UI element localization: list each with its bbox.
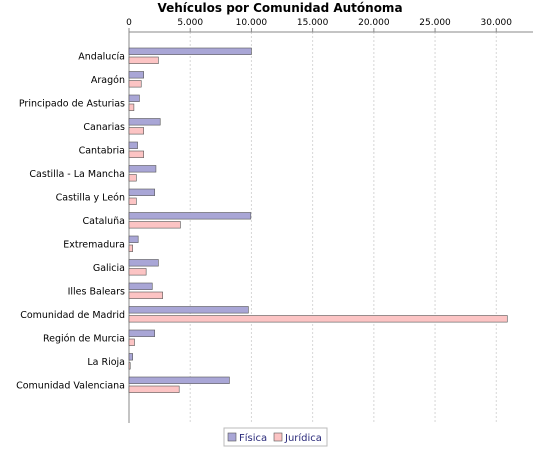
category-label: Región de Murcia — [43, 333, 125, 344]
legend-label-juridica: Jurídica — [284, 432, 322, 444]
bar-juridica — [128, 80, 142, 88]
bar-fisica — [128, 259, 159, 267]
bar-juridica — [128, 127, 144, 135]
category-label: Cataluña — [82, 216, 125, 227]
category-label: Castilla - La Mancha — [29, 169, 125, 180]
bar-juridica — [128, 103, 135, 111]
bar-juridica — [128, 174, 137, 182]
bar-fisica — [128, 118, 161, 126]
bar-juridica — [128, 291, 163, 299]
bar-juridica — [128, 315, 508, 323]
bar-fisica — [128, 235, 139, 243]
bar-fisica — [128, 188, 156, 196]
legend-swatch-juridica — [273, 432, 283, 442]
category-label: Andalucía — [78, 51, 125, 62]
bar-fisica — [128, 329, 156, 337]
bar-fisica — [128, 306, 249, 314]
axes: 0 5.000 10.000 15.000 20.000 25.000 30.000 — [126, 18, 533, 423]
bar-juridica — [128, 268, 147, 276]
x-tick-label: 30.000 — [481, 18, 513, 28]
bars — [128, 47, 508, 393]
bar-fisica — [128, 212, 252, 220]
bar-fisica — [128, 353, 133, 361]
bar-juridica — [128, 244, 133, 252]
bar-fisica — [128, 165, 157, 173]
category-label: Aragón — [91, 75, 125, 86]
x-tick-label: 0 — [126, 18, 132, 28]
category-label: Galicia — [93, 263, 125, 274]
bar-juridica — [128, 150, 144, 158]
bar-juridica — [128, 362, 131, 370]
legend-swatch-fisica — [227, 432, 237, 442]
bar-fisica — [128, 141, 138, 149]
bar-fisica — [128, 47, 252, 55]
x-tick-label: 15.000 — [297, 18, 329, 28]
category-label: Comunidad Valenciana — [16, 380, 125, 391]
bar-fisica — [128, 282, 153, 290]
bar-juridica — [128, 385, 180, 393]
grid-lines — [189, 32, 497, 423]
chart-title: Vehículos por Comunidad Autónoma — [157, 1, 402, 15]
category-label: Principado de Asturias — [19, 98, 125, 109]
bar-juridica — [128, 338, 135, 346]
bar-juridica — [128, 56, 159, 64]
category-label: Castilla y León — [56, 192, 125, 203]
bar-juridica — [128, 221, 181, 229]
category-labels: Andalucía Aragón Principado de Asturias Can… — [16, 51, 125, 391]
x-tick-label: 25.000 — [419, 18, 451, 28]
category-label: Canarias — [83, 122, 125, 133]
x-tick-label: 5.000 — [177, 18, 203, 28]
bar-fisica — [128, 94, 140, 102]
bar-fisica — [128, 71, 144, 79]
category-label: Cantabria — [79, 145, 125, 156]
category-label: La Rioja — [87, 357, 125, 368]
bar-fisica — [128, 376, 230, 384]
category-label: Illes Balears — [68, 286, 125, 297]
x-tick-label: 10.000 — [236, 18, 268, 28]
legend-label-fisica: Física — [239, 432, 267, 444]
legend: Física Jurídica — [223, 427, 328, 447]
bar-juridica — [128, 197, 137, 205]
category-label: Comunidad de Madrid — [20, 310, 125, 321]
category-label: Extremadura — [63, 239, 125, 250]
x-tick-label: 20.000 — [358, 18, 390, 28]
